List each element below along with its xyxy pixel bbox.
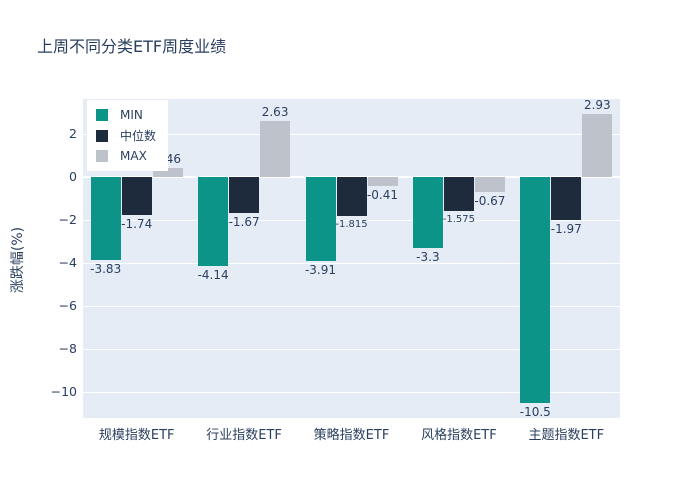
x-tick-label-3: 风格指数ETF (421, 428, 497, 443)
bar-max-0 (152, 167, 183, 178)
gridline (83, 391, 620, 393)
bar-value-label: 2.93 (583, 98, 611, 113)
bar-max-1 (260, 120, 291, 178)
y-tick-label: −2 (58, 212, 77, 228)
y-tick-label: 0 (69, 169, 77, 185)
legend-item-median[interactable]: 中位数 (96, 127, 156, 144)
x-tick-label-4: 主题指数ETF (528, 428, 605, 443)
x-tick-label-2: 策略指数ETF (313, 428, 390, 443)
gridline (83, 219, 620, 221)
bar-value-label: -3.83 (90, 261, 122, 276)
bar-min-4 (520, 177, 551, 403)
bar-median-1 (229, 177, 260, 214)
bar-median-4 (551, 177, 582, 220)
plot-area (83, 99, 620, 418)
y-tick-label: −6 (58, 298, 77, 314)
legend-swatch-max (96, 150, 108, 162)
bar-max-2 (367, 177, 398, 187)
legend-swatch-min (96, 109, 108, 121)
bar-value-label: -1.67 (228, 215, 260, 230)
bar-min-1 (198, 177, 229, 267)
y-tick-label: −8 (58, 341, 77, 357)
bar-max-3 (474, 177, 505, 192)
gridline (83, 348, 620, 350)
chart-title: 上周不同分类ETF周度业绩 (37, 37, 227, 56)
y-axis-title: 涨跌幅(%) (10, 226, 26, 294)
bar-min-3 (412, 177, 443, 249)
bar-value-label: -0.41 (366, 188, 399, 203)
gridline (83, 262, 620, 264)
chart-legend: MIN 中位数 MAX (87, 100, 169, 171)
y-tick-label: −4 (58, 255, 77, 271)
bar-median-2 (336, 177, 367, 217)
legend-item-max[interactable]: MAX (96, 149, 156, 163)
bar-value-label: -1.97 (550, 221, 582, 236)
y-tick-label: −10 (50, 384, 77, 400)
legend-item-min[interactable]: MIN (96, 108, 156, 122)
gridline (83, 133, 620, 135)
x-tick-label-1: 行业指数ETF (206, 428, 282, 443)
legend-label: MIN (120, 108, 143, 122)
x-tick-label-0: 规模指数ETF (98, 428, 175, 443)
bar-value-label: -3.91 (304, 263, 337, 278)
bar-median-3 (443, 177, 474, 212)
bar-value-label: -3.3 (416, 250, 440, 265)
bar-value-label: 2.63 (261, 104, 289, 119)
y-tick-label: 2 (69, 126, 77, 142)
bar-min-0 (90, 177, 121, 260)
bar-value-label: -1.815 (335, 219, 368, 231)
legend-swatch-median (96, 129, 108, 142)
legend-label: MAX (120, 149, 147, 163)
bar-min-2 (305, 177, 336, 262)
bar-value-label: -1.74 (121, 216, 153, 231)
bar-value-label: -4.14 (197, 268, 229, 283)
bar-value-label: -10.5 (519, 404, 551, 419)
bar-median-0 (121, 177, 152, 215)
legend-label: 中位数 (120, 129, 157, 143)
gridline (83, 305, 620, 307)
bar-value-label: -0.67 (474, 193, 506, 208)
bar-max-4 (582, 114, 613, 178)
bar-value-label: -1.575 (442, 214, 476, 226)
